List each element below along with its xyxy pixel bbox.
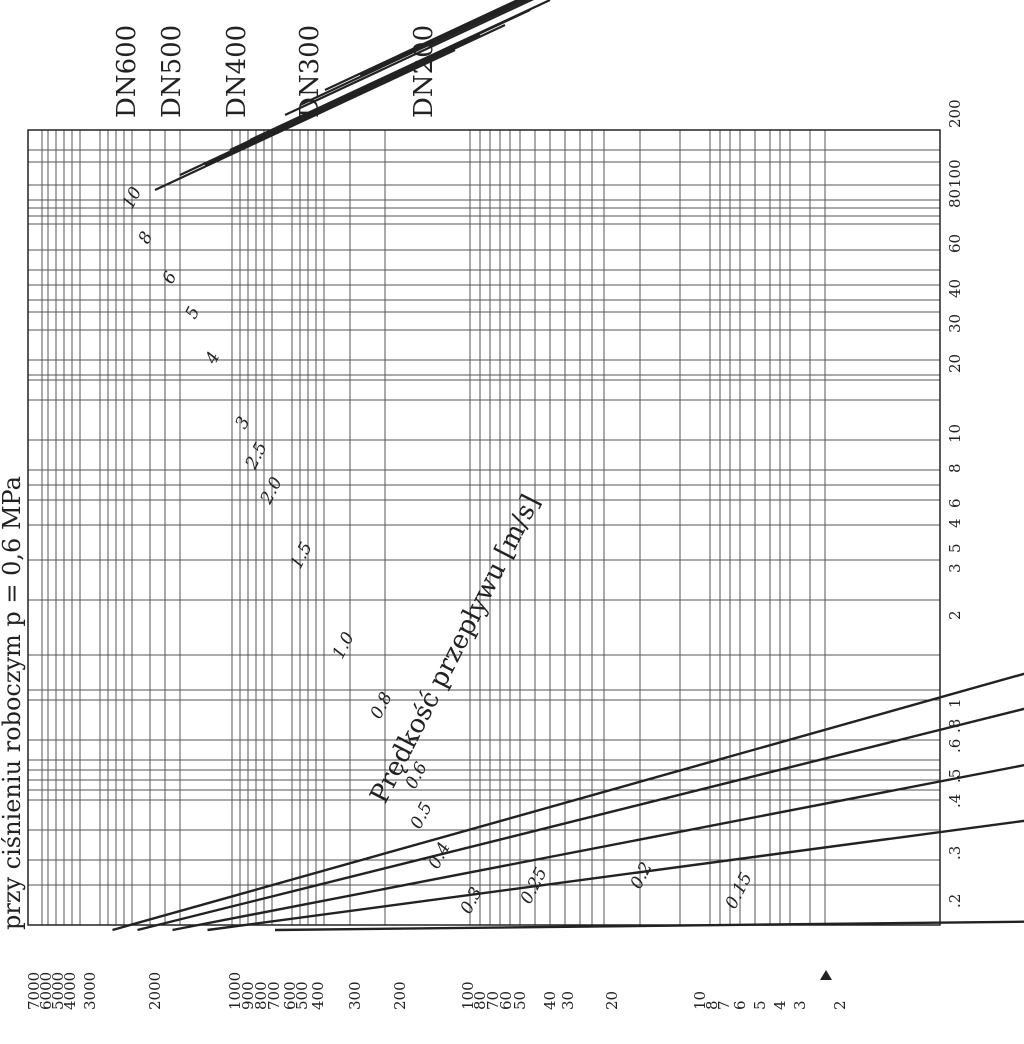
bottom-tick-22: 20 (603, 991, 621, 1010)
velocity-label-4: 4 (201, 349, 224, 369)
pipe-diameter-lines (112, 672, 1024, 932)
velocity-line-1.0 (399, 0, 521, 56)
bottom-tick-27: 5 (751, 1000, 769, 1010)
right-tick-2: 80 (946, 189, 964, 208)
velocity-label-1.0: 1.0 (329, 629, 359, 662)
bottom-tick-19: 50 (511, 991, 529, 1010)
dn-label-dn500: DN500 (157, 25, 187, 118)
velocity-line-8 (179, 34, 481, 176)
pipe-line-dn300 (207, 819, 1024, 932)
page-header-fragment: przy ciśnieniu roboczym p = 0,6 MPa (0, 476, 26, 930)
velocity-label-5: 5 (182, 304, 205, 323)
bottom-tick-9: 700 (265, 981, 283, 1010)
bottom-tick-11: 500 (293, 981, 311, 1010)
right-tick-18: .4 (946, 794, 964, 808)
right-tick-5: 30 (946, 314, 964, 333)
bottom-tick-2: 5000 (49, 972, 67, 1010)
right-tick-7: 10 (946, 424, 964, 443)
right-tick-19: .3 (946, 846, 964, 860)
bottom-tick-1: 6000 (37, 972, 55, 1010)
bottom-tick-28: 4 (771, 1000, 789, 1010)
right-tick-17: .5 (946, 769, 964, 783)
bottom-tick-10: 600 (281, 981, 299, 1010)
right-tick-20: .2 (946, 894, 964, 908)
right-tick-14: 1 (946, 698, 964, 708)
right-tick-10: 4 (946, 518, 964, 528)
bottom-tick-0: 7000 (25, 972, 43, 1010)
bottom-tick-7: 900 (239, 981, 257, 1010)
velocity-line-1.5 (359, 0, 524, 76)
velocity-label-2.0: 2.0 (256, 474, 287, 508)
velocity-line-10 (154, 49, 456, 191)
velocity-label-3: 3 (232, 414, 255, 433)
velocity-label-1.5: 1.5 (287, 539, 317, 572)
right-tick-16: .6 (946, 739, 964, 753)
velocity-line-3 (284, 0, 535, 116)
bottom-tick-4: 3000 (81, 972, 99, 1010)
right-tick-4: 40 (946, 279, 964, 298)
right-tick-6: 20 (946, 354, 964, 373)
bottom-tick-24: 8 (703, 1000, 721, 1010)
bottom-tick-15: 100 (459, 981, 477, 1010)
bottom-tick-29: 3 (791, 1000, 809, 1010)
bottom-tick-20: 40 (541, 991, 559, 1010)
plot-border (27, 129, 941, 926)
velocity-label-6: 6 (159, 268, 182, 287)
pipe-line-dn200 (274, 920, 1024, 932)
bottom-tick-5: 2000 (146, 972, 164, 1010)
right-tick-12: 3 (946, 563, 964, 573)
bottom-tick-23: 10 (691, 991, 709, 1010)
pipe-diameter-labels: DN600 DN500 DN400 DN300 DN200 (112, 25, 439, 118)
bottom-tick-14: 200 (391, 981, 409, 1010)
velocity-line-6 (204, 24, 506, 166)
bottom-tick-16: 80 (471, 991, 489, 1010)
right-tick-11: 5 (946, 543, 964, 553)
pipe-line-dn600 (112, 672, 1024, 932)
dn-label-dn600: DN600 (112, 25, 142, 118)
velocity-line-4 (249, 0, 551, 141)
velocity-label-0.3: 0.3 (457, 884, 487, 917)
right-tick-1: 100 (946, 159, 964, 188)
velocity-label-0.8: 0.8 (367, 689, 397, 722)
right-tick-15: .8 (946, 719, 964, 733)
velocity-label-2.5: 2.5 (241, 439, 272, 473)
right-tick-13: 2 (946, 610, 964, 620)
right-tick-8: 8 (946, 463, 964, 473)
dn-label-dn200: DN200 (409, 25, 439, 118)
chart-grid (28, 130, 940, 925)
bottom-tick-3: 4000 (61, 972, 79, 1010)
dn-label-dn400: DN400 (222, 25, 252, 118)
bottom-tick-30: 2 (831, 1000, 849, 1010)
bottom-tick-17: 70 (484, 991, 502, 1010)
bottom-tick-25: 7 (715, 1000, 733, 1010)
bottom-tick-6: 1000 (226, 972, 244, 1010)
velocity-label-8: 8 (135, 228, 158, 247)
velocity-label-0.2: 0.2 (627, 859, 657, 892)
triangle-marker-icon (820, 970, 832, 980)
velocity-label-0.4: 0.4 (425, 839, 455, 872)
right-tick-0: 200 (946, 99, 964, 128)
velocity-lines (154, 0, 551, 191)
pipe-line-dn400 (172, 763, 1024, 932)
bottom-tick-21: 30 (559, 991, 577, 1010)
right-tick-3: 60 (946, 234, 964, 253)
bottom-tick-8: 800 (252, 981, 270, 1010)
bottom-tick-12: 400 (309, 981, 327, 1010)
dn-label-dn300: DN300 (295, 25, 325, 118)
chart-frame (27, 129, 941, 926)
right-tick-9: 6 (946, 498, 964, 508)
velocity-label-0.15: 0.15 (722, 869, 757, 912)
velocity-label-0.5: 0.5 (407, 799, 437, 832)
bottom-tick-13: 300 (346, 981, 364, 1010)
bottom-tick-18: 60 (497, 991, 515, 1010)
pipe-line-dn500 (137, 707, 1024, 932)
bottom-tick-26: 6 (731, 1000, 749, 1010)
